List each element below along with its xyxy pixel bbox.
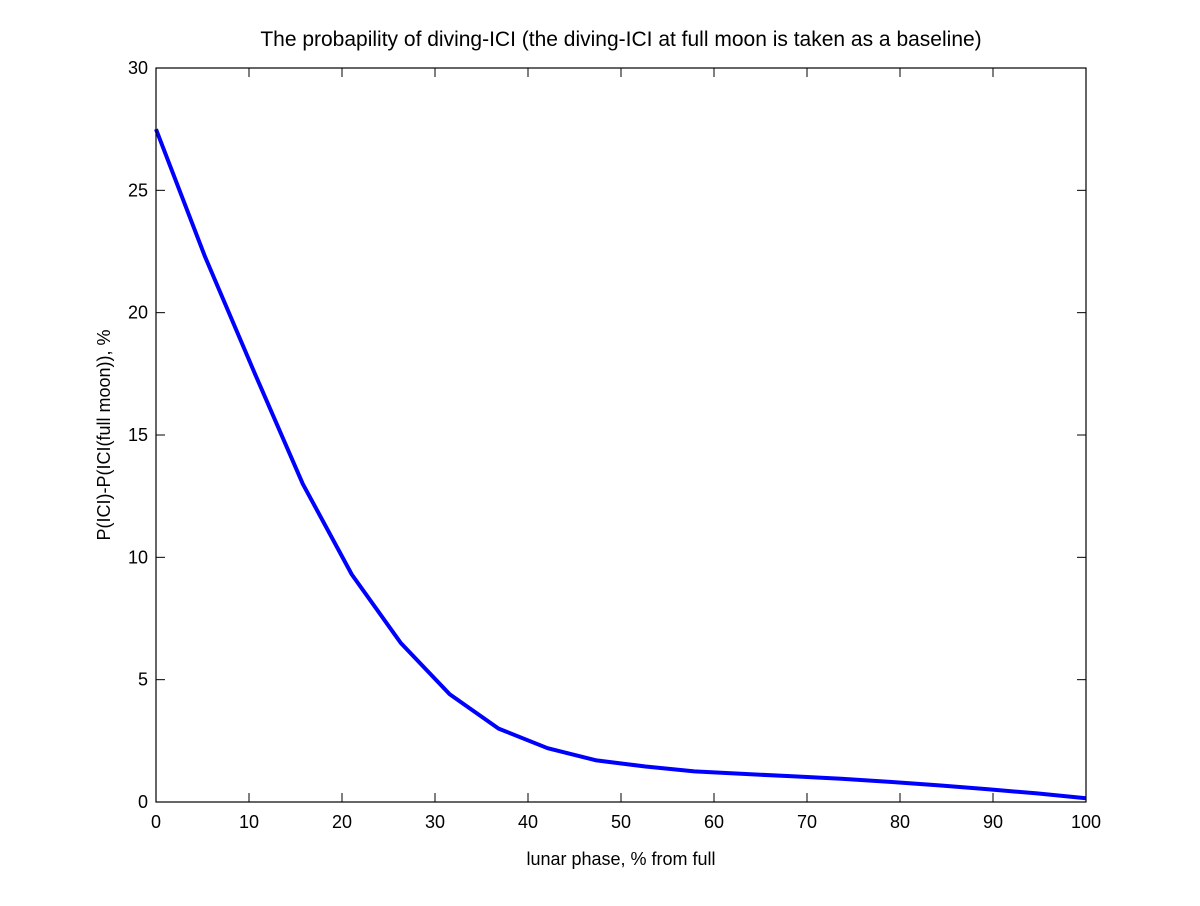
- x-tick-label: 90: [983, 812, 1003, 832]
- x-axis-label: lunar phase, % from full: [526, 849, 715, 869]
- y-tick-label: 20: [128, 303, 148, 323]
- x-tick-label: 80: [890, 812, 910, 832]
- x-tick-label: 60: [704, 812, 724, 832]
- x-tick-label: 40: [518, 812, 538, 832]
- y-tick-label: 0: [138, 792, 148, 812]
- x-tick-label: 20: [332, 812, 352, 832]
- series-line: [154, 128, 1087, 801]
- y-axis-label: P(ICI)-P(ICI(full moon)), %: [94, 329, 114, 540]
- x-tick-label: 70: [797, 812, 817, 832]
- y-tick-label: 15: [128, 425, 148, 445]
- x-tick-label: 0: [151, 812, 161, 832]
- axis-ticks: 0 10 20 30 40 50 60 70 80 90 100 0 5 10 15 20 25 30: [128, 58, 1101, 832]
- x-tick-label: 10: [239, 812, 259, 832]
- chart-title: The probapility of diving-ICI (the divin…: [260, 28, 981, 51]
- y-tick-label: 25: [128, 180, 148, 200]
- x-tick-label: 50: [611, 812, 631, 832]
- x-tick-label: 100: [1071, 812, 1101, 832]
- y-tick-label: 10: [128, 547, 148, 567]
- y-tick-label: 30: [128, 58, 148, 78]
- x-tick-label: 30: [425, 812, 445, 832]
- y-tick-label: 5: [138, 670, 148, 690]
- axes-box: [155, 67, 1087, 803]
